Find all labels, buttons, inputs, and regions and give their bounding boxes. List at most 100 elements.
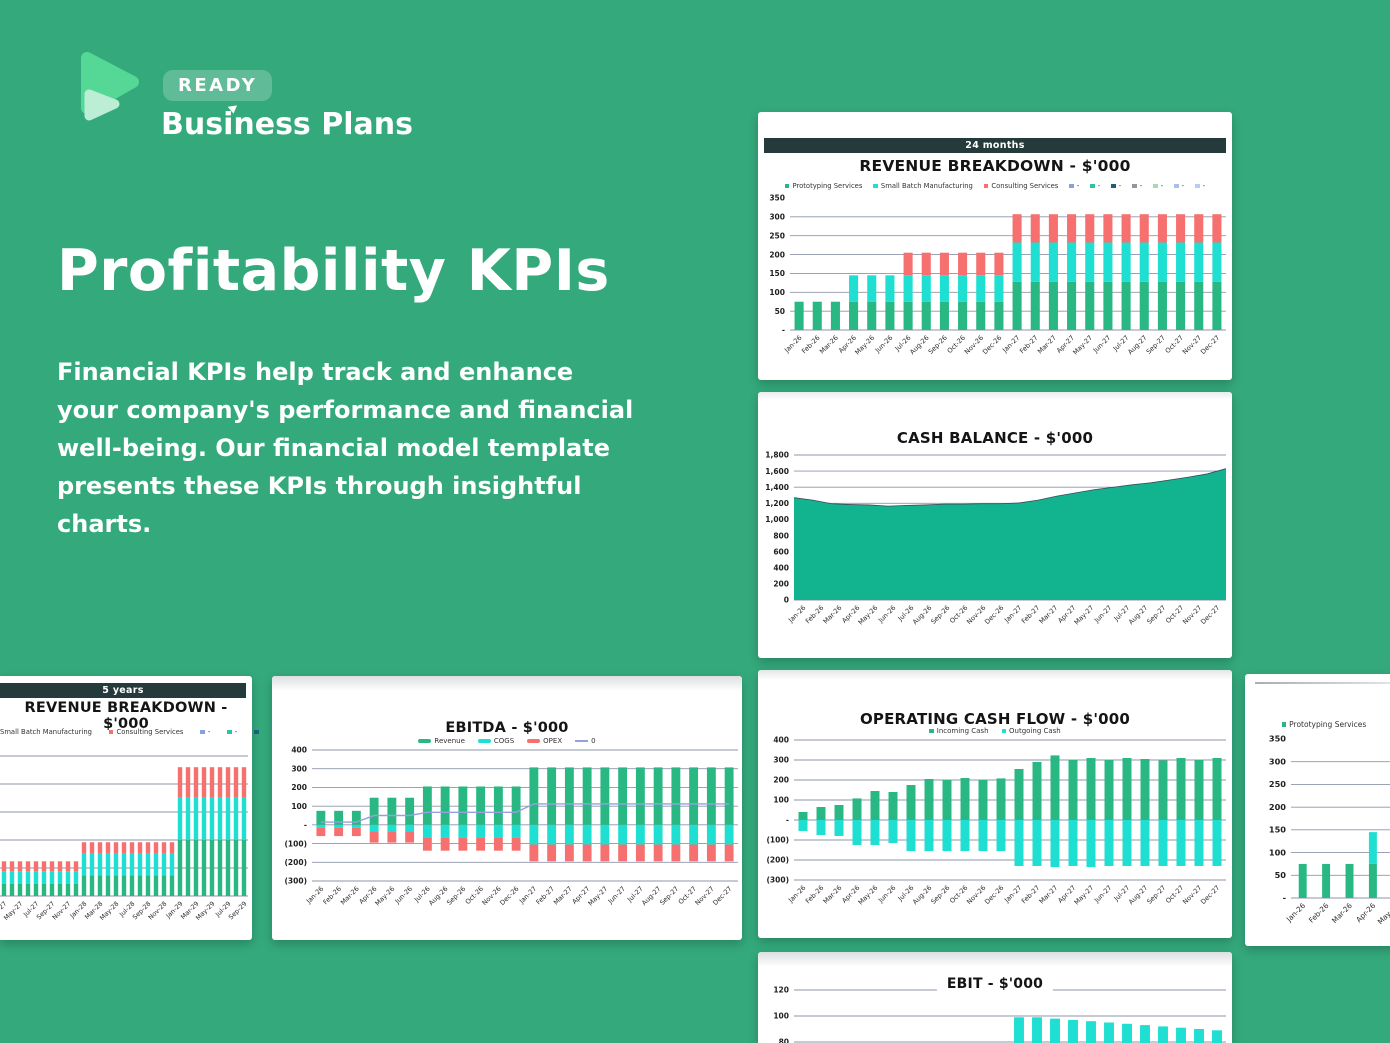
chart-legend: Prototyping Services bbox=[1245, 720, 1390, 729]
legend-marker bbox=[108, 729, 114, 735]
bar-segment bbox=[1085, 242, 1095, 282]
x-axis-label: Sep-29 bbox=[227, 900, 249, 922]
bar-segment bbox=[476, 824, 486, 838]
legend-marker bbox=[200, 729, 205, 735]
bar-segment bbox=[17, 861, 23, 872]
bar-segment bbox=[529, 844, 539, 862]
y-axis-label: 1,600 bbox=[765, 467, 789, 476]
legend-label: Consulting Services bbox=[991, 182, 1059, 190]
bar-segment bbox=[1122, 758, 1132, 820]
bar-segment bbox=[1030, 281, 1040, 330]
bar-segment bbox=[73, 883, 79, 896]
bar-segment bbox=[476, 786, 486, 825]
bar-segment bbox=[1194, 214, 1204, 243]
chart-card-operating-cash-flow: OPERATING CASH FLOW - $'000 400 300 200 100… bbox=[758, 670, 1232, 938]
bar-segment bbox=[57, 861, 63, 872]
y-axis-label: 200 bbox=[769, 250, 785, 259]
x-axis-label: Sep-26 bbox=[929, 884, 951, 906]
brand-logo-icon bbox=[81, 52, 139, 121]
bar-segment bbox=[334, 810, 344, 825]
legend-item: Prototyping Services bbox=[784, 182, 863, 190]
legend-label: - bbox=[234, 728, 238, 736]
y-axis-label: 300 bbox=[291, 764, 307, 773]
bar-segment bbox=[422, 837, 432, 851]
bar-segment bbox=[1176, 214, 1186, 243]
bar-segment bbox=[618, 824, 628, 845]
legend-marker bbox=[477, 739, 491, 743]
ready-badge: READY bbox=[163, 70, 273, 101]
legend-label: Revenue bbox=[434, 737, 465, 745]
legend-item: - bbox=[1069, 182, 1079, 190]
bar-segment bbox=[233, 840, 239, 896]
bar-segment bbox=[169, 853, 175, 876]
chart-canvas: 1,8001,6001,4001,2001,0008006004002000Ja… bbox=[765, 451, 1227, 627]
bar-segment bbox=[440, 786, 450, 825]
bar-segment bbox=[1345, 863, 1354, 898]
legend-item: OPEX bbox=[527, 737, 562, 745]
bar-segment bbox=[870, 820, 880, 845]
bar-segment bbox=[582, 844, 592, 862]
bar-segment bbox=[405, 831, 415, 843]
legend-marker bbox=[873, 183, 878, 189]
bar-segment bbox=[1157, 281, 1167, 330]
bar-segment bbox=[600, 824, 610, 845]
bar-segment bbox=[958, 301, 968, 330]
bar-segment bbox=[1298, 863, 1307, 898]
bar-segment bbox=[1085, 281, 1095, 330]
bar-segment bbox=[671, 844, 681, 862]
legend-marker bbox=[527, 739, 541, 743]
x-axis-label: Aug-27 bbox=[1127, 604, 1149, 626]
y-axis-label: 80 bbox=[779, 1038, 789, 1043]
x-axis-label: Jan-26 bbox=[1284, 901, 1308, 925]
bar-segment bbox=[1048, 281, 1058, 330]
bar-segment bbox=[1122, 820, 1132, 866]
bar-segment bbox=[73, 861, 79, 872]
bar-segment bbox=[137, 842, 143, 854]
x-axis-label: Feb-27 bbox=[1018, 334, 1040, 356]
bar-segment bbox=[1121, 242, 1131, 282]
x-axis-label: Jan-27 bbox=[1002, 884, 1023, 905]
legend-item: Small Batch Manufacturing bbox=[0, 728, 92, 736]
chart-canvas: 400 300 200 100 - (100) (200) (300)Jan-26Feb-26… bbox=[766, 736, 1226, 907]
legend-label: COGS bbox=[493, 737, 515, 745]
x-axis-label: Aug-27 bbox=[640, 885, 662, 907]
bar-segment bbox=[635, 767, 645, 825]
bar-segment bbox=[1368, 832, 1377, 864]
legend-label: - bbox=[1160, 182, 1164, 190]
bar-segment bbox=[653, 824, 663, 845]
bar-segment bbox=[1, 883, 7, 896]
bar-segment bbox=[153, 853, 159, 876]
bar-segment bbox=[49, 883, 55, 896]
bar-segment bbox=[1086, 820, 1096, 867]
bar-segment bbox=[440, 824, 450, 838]
bar-segment bbox=[1048, 214, 1058, 243]
x-axis-label: Mar-27 bbox=[1036, 334, 1058, 356]
legend-label: Prototyping Services bbox=[792, 182, 863, 190]
bar-segment bbox=[706, 767, 716, 825]
bar-segment bbox=[960, 778, 970, 820]
bar-segment bbox=[41, 861, 47, 872]
x-axis-label: Dec-26 bbox=[498, 885, 520, 907]
bar-segment bbox=[209, 840, 215, 896]
bar-segment bbox=[1050, 1018, 1060, 1043]
legend-marker bbox=[1090, 183, 1095, 189]
bar-segment bbox=[870, 791, 880, 820]
bar-segment bbox=[903, 275, 913, 302]
y-axis-label: 250 bbox=[1269, 779, 1286, 789]
legend-label: - bbox=[1181, 182, 1185, 190]
legend-marker bbox=[418, 739, 432, 743]
bar-segment bbox=[994, 301, 1004, 330]
x-axis-label: Aug-26 bbox=[427, 885, 449, 907]
y-axis-label: 50 bbox=[1275, 870, 1287, 880]
x-axis-label: May-27 bbox=[1073, 604, 1096, 627]
bar-segment bbox=[903, 252, 913, 276]
bar-segment bbox=[1121, 214, 1131, 243]
x-axis-label: Sep-27 bbox=[1145, 604, 1167, 626]
bar-segment bbox=[369, 824, 379, 832]
x-axis-label: Aug-26 bbox=[911, 604, 933, 626]
bar-segment bbox=[161, 842, 167, 854]
bar-segment bbox=[994, 275, 1004, 302]
bar-segment bbox=[217, 840, 223, 896]
chart-title-ebit: EBIT - $'000 bbox=[936, 976, 1054, 992]
legend-item: Prototyping Services bbox=[1281, 720, 1366, 729]
